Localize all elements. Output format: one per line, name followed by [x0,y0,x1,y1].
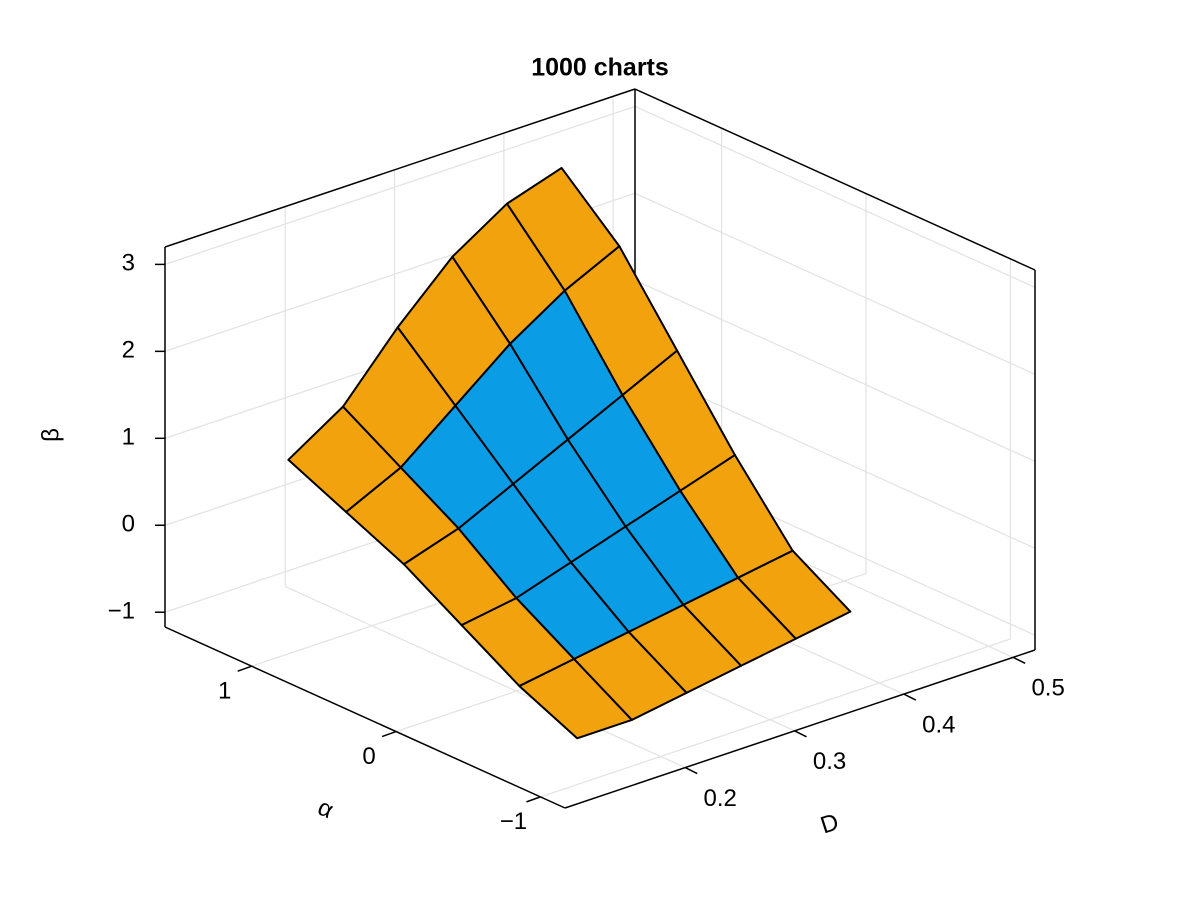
x-tick-label: 0.3 [813,748,846,775]
y-tick [237,665,252,672]
z-tick-label: 3 [122,250,135,277]
z-grid-line [164,105,636,265]
z-grid-line [634,279,1036,462]
y-grid-line [540,638,1011,798]
surface-layer [287,166,852,740]
x-grid-line [284,586,686,769]
x-tick [794,730,807,738]
z-grid-line [634,192,1036,375]
z-tick-label: 1 [122,424,135,451]
z-axis-label: β [37,428,64,442]
y-tick-label: 0 [362,743,375,770]
y-tick-label: −1 [500,808,527,835]
y-tick [381,730,397,738]
x-tick [903,693,917,701]
x-axis-label: D [817,808,842,839]
x-tick [684,766,698,775]
y-tick [526,796,541,803]
x-tick-label: 0.5 [1031,675,1064,702]
chart-title: 1000 charts [531,54,669,82]
axis-frame [164,88,636,248]
y-tick-label: 1 [218,678,231,705]
label-layer: −1 0 1 2 3 −1 0 1 0.2 0.3 0.4 0.5 [108,250,1065,836]
z-tick-label: 2 [122,337,135,364]
z-tick-label: 0 [122,511,135,538]
axis-frame [164,626,566,809]
x-tick [1012,656,1026,665]
axis-frame [634,88,1036,271]
x-tick-label: 0.4 [922,711,955,738]
y-axis-label: α [314,794,338,824]
x-tick-label: 0.2 [704,785,737,812]
axis-frame [564,649,1036,809]
surface-patch [518,658,633,740]
z-grid-line [634,105,1036,288]
z-tick-label: −1 [108,598,135,625]
